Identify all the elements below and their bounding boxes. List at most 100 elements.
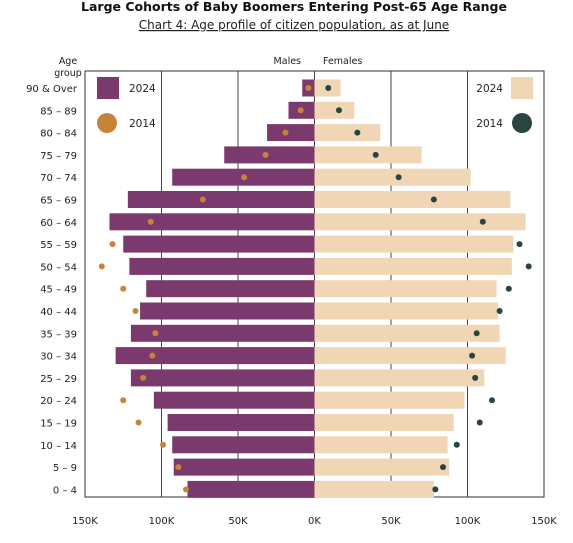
female-2024-bar [314,347,506,365]
age-group-label: 40 – 44 [40,307,77,318]
male-2024-bar [109,213,315,231]
chart-title: Large Cohorts of Baby Boomers Entering P… [81,0,507,14]
female-2014-dot [472,374,479,381]
male-2014-dot [297,107,304,114]
female-2014-dot [354,129,361,136]
male-2024-bar [153,391,315,409]
male-2024-bar [130,369,315,387]
female-2014-dot [469,352,476,359]
female-2024-bar [314,369,485,387]
male-2024-bar [172,436,315,454]
female-2014-dot [325,85,332,91]
age-group-label: 65 – 69 [40,196,77,207]
female-2014-dot [505,285,512,292]
legend-swatch-female-2024 [511,77,533,99]
female-2024-bar [314,191,511,208]
male-2014-dot [175,464,182,471]
male-2024-bar [173,458,315,476]
legend-label: 2014 [476,118,503,130]
male-2014-dot [199,196,206,203]
age-group-label: 70 – 74 [40,173,77,184]
female-2014-dot [430,196,437,203]
x-tick-label: 100K [149,516,175,527]
female-2014-dot [525,263,532,270]
female-2024-bar [314,168,471,186]
age-group-label: 80 – 84 [40,129,77,140]
female-2014-dot [476,419,483,426]
age-group-label: 25 – 29 [40,374,77,385]
female-2024-bar [314,458,450,476]
age-group-label: 90 & Over [26,84,78,95]
legend-label: 2024 [476,83,503,95]
x-tick-label: 100K [455,516,481,527]
male-2014-dot [132,308,139,314]
female-2024-bar [314,414,454,431]
male-2024-bar [115,347,315,365]
female-2024-bar [314,324,500,342]
age-group-label: 0 – 4 [53,485,77,496]
male-2024-bar [267,124,315,142]
legend-label: 2014 [129,118,156,130]
male-2024-bar [129,257,315,275]
age-group-label: 60 – 64 [40,218,77,229]
male-2014-dot [140,374,147,381]
male-2014-dot [241,174,248,181]
female-2024-bar [314,101,355,119]
legend-swatch-male-2014 [97,113,117,133]
male-2014-dot [98,263,105,270]
chart-subtitle: Chart 4: Age profile of citizen populati… [139,18,449,32]
age-group-label: 45 – 49 [40,285,77,296]
male-2014-dot [147,218,154,225]
age-group-label: 10 – 14 [40,441,77,452]
age-group-label: 30 – 34 [40,352,77,363]
age-group-label: 35 – 39 [40,329,77,340]
female-2024-bar [314,213,526,231]
age-group-label: 50 – 54 [40,262,77,273]
male-2014-dot [160,441,167,448]
x-tick-label: 150K [531,516,557,527]
male-2024-bar [130,324,315,342]
legend-swatch-male-2024 [97,77,119,99]
male-2024-bar [187,480,315,498]
legend-swatch-female-2014 [512,113,532,133]
male-2014-dot [262,151,269,158]
male-2014-dot [109,241,116,248]
female-2014-dot [516,241,523,248]
female-2014-dot [488,397,495,404]
female-2024-bar [314,280,497,298]
x-tick-label: 0K [308,516,321,527]
male-2014-dot [305,85,312,91]
x-tick-label: 150K [72,516,98,527]
x-tick-label: 50K [381,516,401,527]
female-2014-dot [496,308,503,314]
female-2024-bar [314,235,514,253]
male-2024-bar [224,146,315,164]
age-group-label: 55 – 59 [40,240,77,251]
female-2024-bar [314,146,422,164]
male-2014-dot [149,352,156,359]
females-label: Females [323,56,362,67]
female-2024-bar [314,480,434,498]
y-axis-label-line1: Age [59,56,78,67]
female-2024-bar [314,391,465,409]
male-2014-dot [120,397,127,404]
legend-label: 2024 [129,83,156,95]
female-2024-bar [314,302,499,320]
y-axis-label-line2: group [54,68,82,79]
age-group-label: 75 – 79 [40,151,77,162]
male-2014-dot [135,419,142,426]
female-2014-dot [432,486,439,493]
female-2024-bar [314,436,448,454]
female-2014-dot [473,330,480,337]
female-2024-bar [314,257,512,275]
male-2024-bar [140,302,315,320]
age-group-label: 20 – 24 [40,396,77,407]
female-2014-dot [395,174,402,181]
age-group-label: 5 – 9 [53,463,77,474]
x-tick-label: 50K [228,516,248,527]
female-2024-bar [314,124,381,142]
male-2024-bar [123,235,315,253]
female-2014-dot [453,441,460,448]
age-group-label: 15 – 19 [40,419,77,430]
